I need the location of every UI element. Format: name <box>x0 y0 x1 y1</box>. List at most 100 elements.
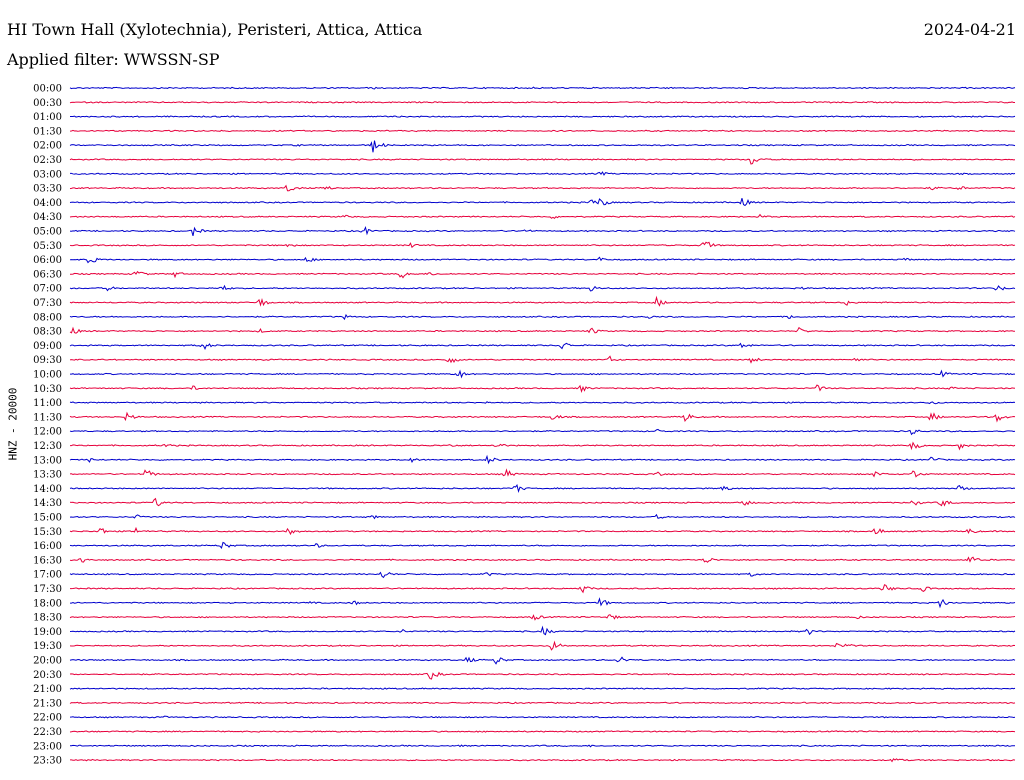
time-tick-label: 07:00 <box>33 284 62 295</box>
trace-row <box>69 428 1016 436</box>
time-tick-label: 13:30 <box>33 470 62 481</box>
time-tick-label: 03:00 <box>33 169 62 180</box>
trace-row <box>69 441 1016 451</box>
trace-row <box>69 326 1016 334</box>
time-tick-label: 06:00 <box>33 255 62 266</box>
trace-row <box>69 342 1016 351</box>
trace-row <box>69 284 1016 292</box>
time-tick-label: 00:30 <box>33 98 62 109</box>
trace-row <box>69 484 1016 494</box>
trace-row <box>69 295 1016 307</box>
trace-row <box>69 158 1016 165</box>
time-tick-label: 13:00 <box>33 455 62 466</box>
time-tick-label: 16:00 <box>33 541 62 552</box>
time-tick-label: 20:00 <box>33 656 62 667</box>
trace-row <box>69 671 1016 680</box>
time-tick-label: 14:00 <box>33 484 62 495</box>
trace-row <box>69 597 1016 609</box>
time-tick-label: 22:30 <box>33 727 62 738</box>
time-tick-label: 09:00 <box>33 341 62 352</box>
time-tick-label: 15:30 <box>33 527 62 538</box>
time-tick-label: 23:00 <box>33 741 62 752</box>
time-tick-label: 00:00 <box>33 84 62 95</box>
time-tick-label: 20:30 <box>33 670 62 681</box>
time-tick-label: 11:30 <box>33 412 62 423</box>
trace-row <box>69 614 1016 621</box>
time-tick-label: 04:30 <box>33 212 62 223</box>
time-tick-label: 12:30 <box>33 441 62 452</box>
time-tick-label: 18:00 <box>33 598 62 609</box>
time-tick-label: 16:30 <box>33 555 62 566</box>
trace-row <box>70 584 1016 594</box>
trace-row <box>69 497 1016 507</box>
time-tick-label: 09:30 <box>33 355 62 366</box>
time-tick-label: 03:30 <box>33 184 62 195</box>
time-tick-label: 21:00 <box>33 684 62 695</box>
trace-row <box>69 256 1016 264</box>
trace-row <box>69 129 1016 133</box>
time-tick-label: 06:30 <box>33 269 62 280</box>
plot-date: 2024-04-21 <box>923 20 1016 39</box>
time-tick-label: 07:30 <box>33 298 62 309</box>
trace-row <box>69 313 1016 321</box>
time-tick-label: 05:30 <box>33 241 62 252</box>
time-tick-label: 02:00 <box>33 141 62 152</box>
trace-row <box>69 656 1016 665</box>
trace-row <box>69 198 1016 207</box>
time-tick-label: 18:30 <box>33 613 62 624</box>
trace-row <box>69 101 1016 104</box>
filter-label: Applied filter: WWSSN-SP <box>7 50 220 69</box>
time-tick-label: 17:00 <box>33 570 62 581</box>
trace-row <box>69 411 1016 423</box>
trace-row <box>69 270 1016 279</box>
trace-row <box>69 225 1016 237</box>
trace-row <box>70 171 1016 176</box>
time-tick-label: 01:30 <box>33 126 62 137</box>
time-tick-label: 12:00 <box>33 427 62 438</box>
trace-row <box>69 513 1016 520</box>
trace-row <box>70 744 1016 748</box>
trace-row <box>69 687 1016 690</box>
trace-row <box>69 115 1016 118</box>
trace-row <box>69 468 1016 478</box>
time-tick-label: 08:30 <box>33 327 62 338</box>
trace-row <box>69 556 1016 563</box>
trace-row <box>69 541 1016 550</box>
trace-row <box>69 241 1016 249</box>
time-tick-label: 01:00 <box>33 112 62 123</box>
time-tick-label: 19:30 <box>33 641 62 652</box>
trace-row <box>69 730 1016 733</box>
time-tick-label: 17:30 <box>33 584 62 595</box>
time-tick-label: 02:30 <box>33 155 62 166</box>
trace-row <box>69 401 1016 405</box>
time-tick-label: 04:00 <box>33 198 62 209</box>
time-tick-label: 08:00 <box>33 312 62 323</box>
time-tick-label: 19:00 <box>33 627 62 638</box>
time-tick-label: 11:00 <box>33 398 62 409</box>
time-tick-label: 10:00 <box>33 370 62 381</box>
time-tick-label: 15:00 <box>33 513 62 524</box>
time-tick-label: 23:30 <box>33 756 62 767</box>
time-tick-label: 05:00 <box>33 227 62 238</box>
time-tick-label: 22:00 <box>33 713 62 724</box>
trace-row <box>69 571 1016 579</box>
time-tick-label: 10:30 <box>33 384 62 395</box>
time-tick-label: 21:30 <box>33 698 62 709</box>
trace-row <box>69 355 1016 364</box>
trace-row <box>69 213 1016 219</box>
trace-row <box>69 384 1016 394</box>
trace-row <box>69 454 1016 465</box>
station-title: HI Town Hall (Xylotechnia), Peristeri, A… <box>7 20 423 39</box>
trace-row <box>69 184 1016 192</box>
trace-row <box>69 369 1016 379</box>
trace-row <box>69 701 1016 705</box>
trace-row <box>69 715 1016 719</box>
trace-row <box>69 640 1016 651</box>
trace-row <box>69 625 1016 636</box>
trace-row <box>69 526 1016 536</box>
time-tick-label: 14:30 <box>33 498 62 509</box>
trace-row <box>69 86 1016 90</box>
trace-row <box>69 140 1016 153</box>
trace-row <box>69 758 1016 763</box>
